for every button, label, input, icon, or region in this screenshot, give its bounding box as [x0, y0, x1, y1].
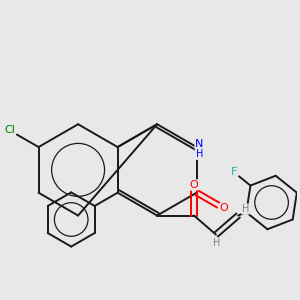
Text: O: O — [190, 180, 198, 190]
Text: H: H — [242, 204, 249, 214]
Text: Cl: Cl — [4, 125, 15, 135]
Text: O: O — [220, 203, 228, 213]
Text: H: H — [213, 238, 220, 248]
Text: H: H — [196, 149, 203, 159]
Text: F: F — [231, 167, 237, 177]
Text: N: N — [195, 139, 203, 149]
